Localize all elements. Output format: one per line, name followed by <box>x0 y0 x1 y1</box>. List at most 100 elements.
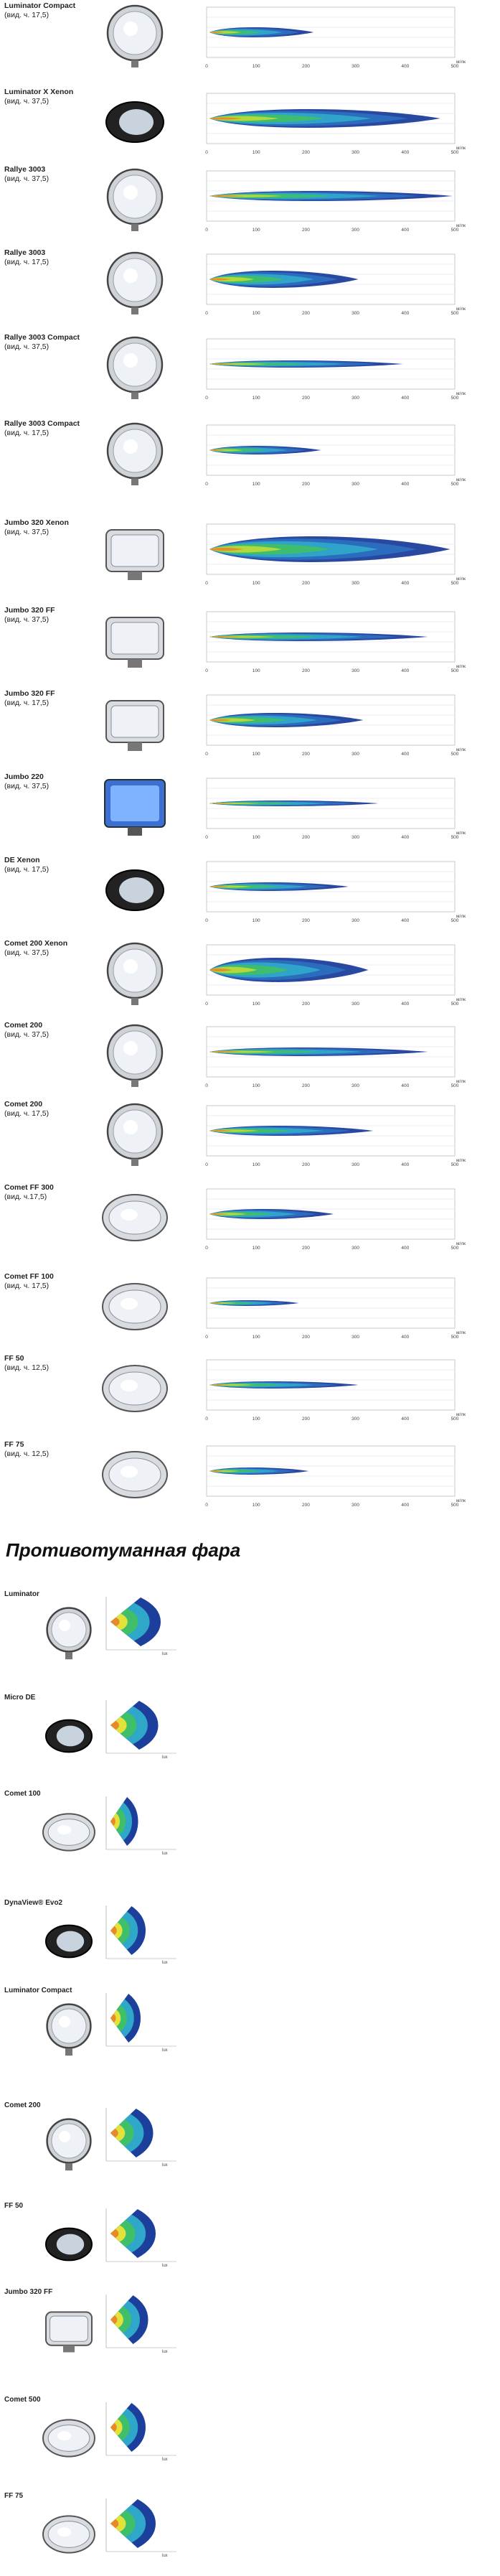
lamp-image <box>105 617 164 668</box>
beam-band <box>209 1129 259 1132</box>
x-tick-label: 100 <box>253 581 260 586</box>
fog-lamp-photo <box>40 1604 98 1665</box>
lamp-reflection <box>59 2131 70 2142</box>
unit-label: lux <box>162 2048 168 2053</box>
lamp-photo <box>99 605 171 680</box>
lamp-label: Luminator Compact (вид. ч. 17,5) <box>4 1 98 20</box>
x-tick-label: 100 <box>253 1335 260 1340</box>
lamp-row: Comet 200 (вид. ч. 17,5) 0 100 200 300 400 500 м… <box>0 1098 500 1177</box>
x-tick-label: 400 <box>401 64 409 69</box>
x-tick-label: 200 <box>302 1246 310 1251</box>
fog-lamp-row: FF 75 lux <box>0 2490 500 2569</box>
lamp-image <box>46 1607 92 1660</box>
x-tick-label: 200 <box>302 311 310 316</box>
fog-lamp-row: FF 50 lux <box>0 2200 500 2279</box>
fog-lamp-row: Comet 200 lux <box>0 2099 500 2178</box>
unit-label: м/лк <box>456 60 466 65</box>
lamp-image <box>104 779 166 836</box>
unit-label: м/лк <box>456 1079 466 1084</box>
beam-band <box>209 1302 237 1305</box>
x-tick-label: 500 <box>451 396 459 401</box>
lamp-image <box>102 1194 168 1241</box>
unit-label: м/лк <box>456 391 466 396</box>
x-tick-label: 300 <box>352 668 359 673</box>
lamp-name: Luminator X Xenon <box>4 88 74 96</box>
x-tick-label: 100 <box>253 752 260 757</box>
fog-chart: lux <box>105 2108 176 2167</box>
lamp-lens <box>110 534 159 567</box>
fog-lamp-row: Luminator lux <box>0 1588 500 1667</box>
lamp-photo <box>99 247 171 322</box>
x-tick-label: 400 <box>401 1335 409 1340</box>
lamp-row: Luminator Compact (вид. ч. 17,5) 0 100 200 30… <box>0 0 500 79</box>
x-tick-label: 200 <box>302 396 310 401</box>
fog-band <box>110 2315 118 2325</box>
lamp-label: Comet 200 Xenon (вид. ч. 37,5) <box>4 939 98 958</box>
x-tick-label: 200 <box>302 835 310 840</box>
x-tick-label: 300 <box>352 835 359 840</box>
lamp-reflection <box>123 1041 138 1055</box>
x-tick-label: 200 <box>302 1083 310 1088</box>
x-tick-label: 100 <box>253 482 260 487</box>
lamp-spec: (вид. ч. 17,5) <box>4 11 49 19</box>
lamp-reflection <box>123 959 138 974</box>
x-tick-label: 500 <box>451 581 459 586</box>
beam-band <box>209 1130 232 1131</box>
unit-label: м/лк <box>456 307 466 312</box>
lamp-spec: (вид. ч. 17,5) <box>4 258 49 266</box>
beam-pattern: 0 100 200 300 400 500 м/лк <box>194 1275 466 1340</box>
lamp-image <box>106 942 164 1005</box>
section-title: Противотуманная фара <box>6 1539 241 1561</box>
fog-lamp-row: Luminator Compact lux <box>0 1984 500 2063</box>
lamp-photo <box>99 86 171 162</box>
lamp-reflection <box>59 1620 70 1631</box>
lamp-photo <box>99 1182 171 1257</box>
fog-lamp-label: Micro DE <box>4 1693 98 1702</box>
fog-beam-pattern: lux <box>102 2496 181 2558</box>
x-tick-label: 400 <box>401 835 409 840</box>
unit-label: lux <box>162 2264 168 2268</box>
lamp-photo <box>99 1271 171 1346</box>
x-tick-label: 500 <box>451 482 459 487</box>
lamp-photo <box>99 854 171 930</box>
beam-band <box>209 1213 227 1215</box>
x-tick-label: 300 <box>352 150 359 155</box>
fog-band <box>110 2229 119 2239</box>
lamp-photo <box>99 164 171 239</box>
beam-band <box>209 718 256 722</box>
x-tick-label: 400 <box>401 1503 409 1508</box>
lamp-label: FF 75 (вид. ч. 12,5) <box>4 1440 98 1459</box>
beam-pattern: 0 100 200 300 400 500 м/лк <box>194 609 466 673</box>
fog-band <box>110 2519 119 2529</box>
beam-pattern: 0 100 200 300 400 500 м/лк <box>194 775 466 840</box>
fog-lamp-photo <box>40 1803 98 1865</box>
lamp-reflection <box>123 353 138 368</box>
beam-band <box>209 1050 275 1053</box>
x-tick-label: 100 <box>253 1083 260 1088</box>
lamp-reflection <box>57 2527 72 2537</box>
x-tick-label: 300 <box>352 396 359 401</box>
lamp-image <box>102 1365 168 1412</box>
lamp-photo <box>99 1439 171 1514</box>
beam-pattern: 0 100 200 300 400 500 м/лк <box>194 4 466 69</box>
lamp-lens <box>51 2123 87 2159</box>
lamp-mount <box>128 659 142 668</box>
lamp-name: Comet FF 300 <box>4 1183 54 1192</box>
fog-band <box>110 1617 120 1627</box>
lamp-name: Jumbo 320 Xenon <box>4 518 69 527</box>
lamp-spec: (вид. ч. 37,5) <box>4 342 49 351</box>
beam-band <box>209 116 279 121</box>
beam-band <box>209 1470 224 1472</box>
beam-pattern: 0 100 200 300 400 500 м/лк <box>194 1024 466 1088</box>
fog-beam-pattern: lux <box>102 1793 181 1856</box>
x-tick-label: 0 <box>205 581 208 586</box>
x-tick-label: 0 <box>205 1083 208 1088</box>
fog-chart: lux <box>105 1993 176 2053</box>
x-tick-label: 300 <box>352 918 359 923</box>
